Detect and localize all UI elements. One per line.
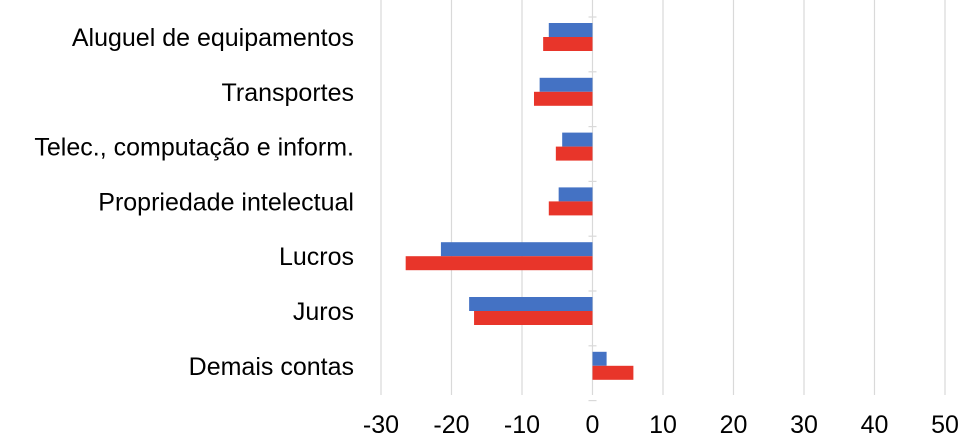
- x-tick-labels: -30 -20 -10 0 10 20 30 40 50: [363, 411, 959, 439]
- gridlines: [380, 0, 946, 402]
- x-tick-label: -30: [363, 411, 399, 439]
- x-tick-label: 40: [861, 411, 889, 439]
- bar-series-2: [543, 37, 593, 51]
- bar-series-2: [474, 311, 593, 325]
- x-tick-label: 30: [790, 411, 818, 439]
- category-label: Telec., computação e inform.: [34, 134, 354, 162]
- x-tick-label: 0: [586, 411, 600, 439]
- bars: [405, 23, 634, 380]
- x-tick-label: 50: [931, 411, 959, 439]
- bar-series-2: [533, 91, 593, 106]
- bar-series-2: [405, 256, 593, 271]
- x-tick-label: 10: [649, 411, 677, 439]
- category-label: Transportes: [222, 79, 354, 107]
- bar-series-1: [440, 242, 593, 257]
- x-tick-label: 20: [720, 411, 748, 439]
- bar-series-2: [555, 146, 593, 161]
- bar-series-1: [562, 132, 593, 147]
- bar-series-1: [539, 77, 593, 92]
- category-label: Demais contas: [189, 353, 354, 381]
- bar-series-1: [592, 351, 607, 366]
- category-label: Lucros: [279, 243, 354, 271]
- category-label: Aluguel de equipamentos: [72, 24, 354, 52]
- x-tick-label: -20: [433, 411, 469, 439]
- bar-series-1: [469, 297, 593, 311]
- category-label: Propriedade intelectual: [98, 188, 354, 216]
- bar-series-2: [548, 201, 593, 216]
- x-tick-label: -10: [504, 411, 540, 439]
- bar-series-1: [558, 187, 593, 202]
- bar-series-2: [592, 365, 634, 380]
- bar-series-1: [548, 23, 593, 37]
- category-labels: Aluguel de equipamentos Transportes Telec.…: [34, 24, 354, 381]
- category-label: Juros: [293, 298, 354, 326]
